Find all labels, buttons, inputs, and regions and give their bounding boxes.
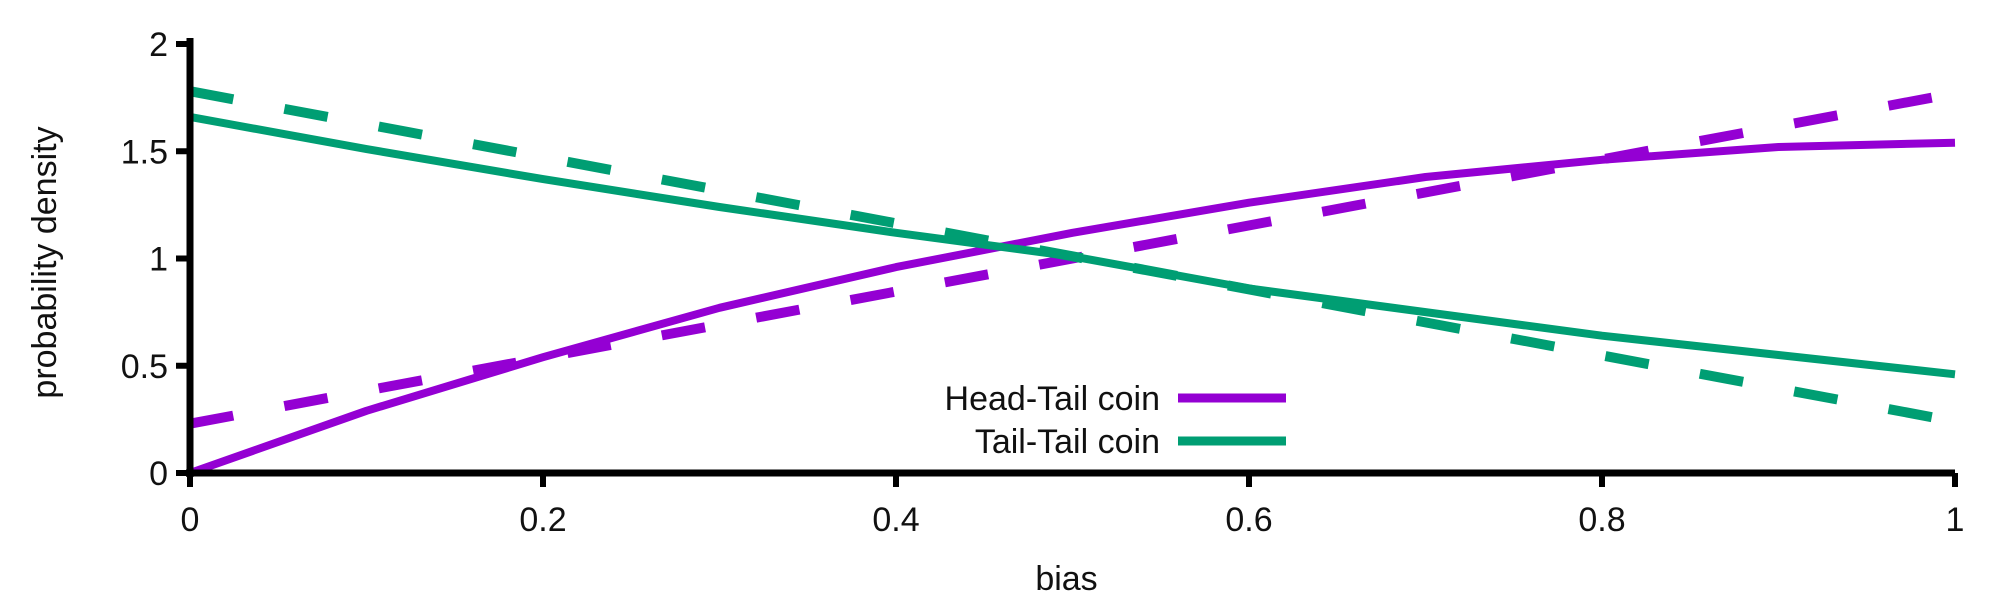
x-tick-label: 0 [181, 501, 200, 539]
legend-label-head-tail: Head-Tail coin [945, 380, 1160, 418]
x-tick-label: 0.6 [1225, 501, 1272, 539]
ticks: 0 0.2 0.4 0.6 0.8 1 0 0.5 1 1.5 2 [121, 26, 1965, 539]
x-tick-label: 0.8 [1578, 501, 1625, 539]
legend: Head-Tail coin Tail-Tail coin [945, 380, 1286, 461]
y-tick-label: 0.5 [121, 348, 168, 386]
x-tick-label: 0.4 [872, 501, 919, 539]
y-tick-label: 0 [149, 455, 168, 493]
y-tick-label: 1.5 [121, 133, 168, 171]
y-tick-label: 1 [149, 241, 168, 279]
x-tick-label: 0.2 [519, 501, 566, 539]
series-layer [188, 86, 1956, 477]
y-axis-label: probability density [26, 126, 64, 398]
x-axis-label: bias [1035, 560, 1097, 598]
y-tick-label: 2 [149, 26, 168, 64]
x-tick-label: 1 [1946, 501, 1965, 539]
solid-head-tail-line [188, 138, 1956, 477]
legend-label-tail-tail: Tail-Tail coin [975, 423, 1160, 461]
solid-tail-tail-line [189, 112, 1956, 379]
